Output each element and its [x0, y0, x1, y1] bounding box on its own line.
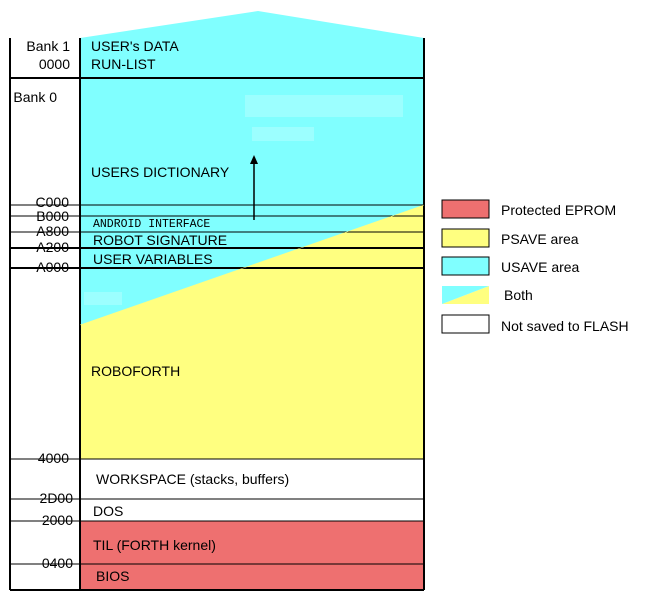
bank0-label: Bank 0	[13, 89, 57, 105]
legend-label-usave: USAVE area	[501, 259, 580, 275]
roboforth-label: ROBOFORTH	[91, 363, 180, 379]
users-dictionary-label: USERS DICTIONARY	[91, 164, 230, 180]
til-label: TIL (FORTH kernel)	[93, 537, 216, 553]
legend-label-protected-eprom: Protected EPROM	[501, 202, 616, 218]
legend: Protected EPROM PSAVE area USAVE area Bo…	[441, 199, 629, 334]
bank1-label: Bank 1	[26, 38, 70, 54]
legend-swatch-psave	[441, 228, 490, 248]
address-c000: C000	[36, 194, 70, 210]
legend-swatch-usave	[441, 256, 490, 276]
highlight-block	[245, 95, 403, 117]
address-2000: 2000	[42, 512, 73, 528]
dos-label: DOS	[93, 503, 123, 519]
workspace-region	[80, 459, 424, 499]
address-2d00: 2D00	[40, 490, 74, 506]
workspace-label: WORKSPACE (stacks, buffers)	[96, 471, 289, 487]
bank1-region	[80, 11, 424, 78]
dos-region	[80, 499, 424, 521]
android-interface-label: ANDROID INTERFACE	[93, 218, 210, 231]
address-0400: 0400	[42, 555, 73, 571]
legend-label-psave: PSAVE area	[501, 231, 579, 247]
diagonal-edge	[79, 204, 425, 326]
robot-signature-label: ROBOT SIGNATURE	[93, 232, 227, 248]
run-list-label: RUN-LIST	[91, 56, 156, 72]
highlight-block	[252, 127, 314, 141]
legend-swatch-protected-eprom	[441, 199, 490, 219]
address-a800: A800	[36, 223, 69, 239]
til-region	[80, 521, 424, 564]
address-4000: 4000	[38, 450, 69, 466]
users-data-label: USER's DATA	[91, 38, 179, 54]
user-variables-label: USER VARIABLES	[93, 251, 213, 267]
legend-label-not-saved: Not saved to FLASH	[501, 318, 629, 334]
legend-swatch-both-cyan	[442, 286, 489, 304]
bank1-address: 0000	[39, 56, 70, 72]
address-a000: A000	[36, 259, 69, 275]
bios-label: BIOS	[96, 568, 129, 584]
legend-label-both: Both	[504, 287, 533, 303]
address-a200: A200	[36, 239, 69, 255]
up-arrow-icon	[250, 155, 258, 164]
highlight-block	[84, 292, 122, 305]
usave-region	[80, 78, 424, 325]
bios-region	[80, 564, 424, 590]
address-b000: B000	[36, 208, 69, 224]
legend-swatch-not-saved	[441, 314, 490, 334]
